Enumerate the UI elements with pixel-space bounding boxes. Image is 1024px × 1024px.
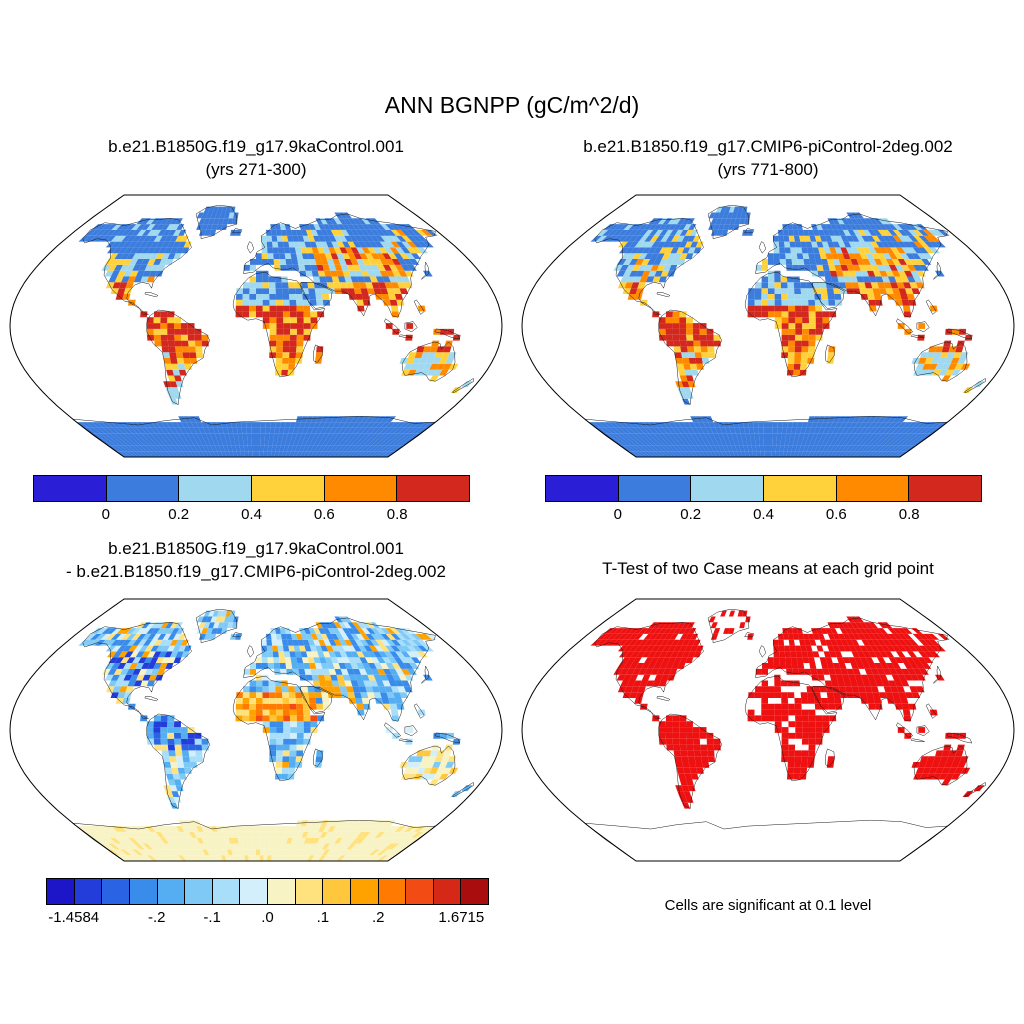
colorbar-box [268, 879, 296, 904]
colorbar-box [106, 476, 180, 501]
panel-title-bottom-right: T-Test of two Case means at each grid po… [512, 557, 1024, 580]
map-difference [9, 598, 503, 862]
case2-years: (yrs 771-800) [717, 160, 819, 179]
grid-cells-layer [590, 610, 985, 809]
colorbar-boxes [545, 475, 982, 502]
case1-years: (yrs 271-300) [205, 160, 307, 179]
colorbar-labels: -1.4584 -.2 -.1 .0 .1 .2 1.6715 [46, 909, 489, 929]
figure-title: ANN BGNPP (gC/m^2/d) [384, 92, 640, 118]
colorbar-tick-label: .0 [261, 909, 274, 926]
panel-title-top-left: b.e21.B1850G.f19_g17.9kaControl.001 (yrs… [0, 135, 512, 181]
projection-outline [9, 194, 503, 458]
colorbar-box [47, 879, 75, 904]
colorbar-labels: 0 0.2 0.4 0.6 0.8 [545, 506, 982, 526]
colorbar-tick-label: -.1 [203, 909, 221, 926]
colorbar-box [295, 879, 324, 904]
colorbar-box [157, 879, 186, 904]
colorbar-boxes [46, 878, 489, 905]
grid-cells-layer [76, 610, 473, 861]
colorbar-picontrol: 0 0.2 0.4 0.6 0.8 [545, 475, 982, 526]
diff-name-line2: - b.e21.B1850.f19_g17.CMIP6-piControl-2d… [66, 562, 446, 581]
colorbar-box [74, 879, 103, 904]
projection-outline [521, 194, 1015, 458]
colorbar-tick-label: 0 [613, 506, 622, 523]
colorbar-tick-label: 1.6715 [438, 909, 485, 926]
colorbar-box [618, 476, 692, 501]
projection-outline [521, 598, 1015, 862]
colorbar-box [691, 476, 765, 501]
colorbar-box [397, 476, 470, 501]
colorbar-box [350, 879, 379, 904]
case1-name: b.e21.B1850G.f19_g17.9kaControl.001 [108, 137, 404, 156]
colorbar-difference: -1.4584 -.2 -.1 .0 .1 .2 1.6715 [46, 878, 489, 929]
colorbar-tick-label: .1 [316, 909, 330, 926]
colorbar-box [378, 879, 407, 904]
colorbar-tick-label: 0 [101, 506, 110, 523]
colorbar-tick-label: 0.6 [313, 506, 335, 523]
map-9ka-control [9, 194, 503, 458]
colorbar-box [102, 879, 130, 904]
diff-name-line1: b.e21.B1850G.f19_g17.9kaControl.001 [108, 539, 404, 558]
colorbar-box [406, 879, 434, 904]
colorbar-tick-label: 0.2 [680, 506, 702, 523]
colorbar-boxes [33, 475, 470, 502]
colorbar-box [324, 476, 398, 501]
colorbar-tick-label: 0.2 [168, 506, 190, 523]
map-ttest [521, 598, 1015, 862]
colorbar-box [129, 879, 158, 904]
coastlines-layer [583, 204, 986, 458]
ttest-caption: Cells are significant at 0.1 level [664, 897, 872, 914]
ttest-title: T-Test of two Case means at each grid po… [602, 559, 934, 578]
colorbar-box [185, 879, 213, 904]
grid-cells-layer [588, 206, 985, 457]
panel-title-top-right: b.e21.B1850.f19_g17.CMIP6-piControl-2deg… [512, 135, 1024, 181]
grid-cells-layer [76, 206, 473, 457]
colorbar-box [212, 879, 241, 904]
projection-outline [9, 598, 503, 862]
colorbar-tick-label: -.2 [147, 909, 166, 926]
colorbar-box [546, 476, 619, 501]
colorbar-tick-label: 0.4 [241, 506, 262, 523]
colorbar-box [461, 879, 488, 904]
case2-name: b.e21.B1850.f19_g17.CMIP6-piControl-2deg… [583, 137, 953, 156]
colorbar-tick-label: .2 [371, 909, 385, 926]
colorbar-box [179, 476, 253, 501]
colorbar-tick-label: 0.6 [825, 506, 847, 523]
colorbar-box [34, 476, 107, 501]
colorbar-tick-label: 0.8 [898, 506, 920, 523]
colorbar-tick-label: 0.8 [386, 506, 408, 523]
colorbar-box [764, 476, 837, 501]
colorbar-tick-label: 0.4 [753, 506, 774, 523]
colorbar-box [433, 879, 462, 904]
colorbar-box [909, 476, 982, 501]
colorbar-labels: 0 0.2 0.4 0.6 0.8 [33, 506, 470, 526]
colorbar-box [323, 879, 351, 904]
panel-title-bottom-left: b.e21.B1850G.f19_g17.9kaControl.001 - b.… [0, 537, 512, 583]
colorbar-9ka: 0 0.2 0.4 0.6 0.8 [33, 475, 470, 526]
map-picontrol [521, 194, 1015, 458]
colorbar-box [240, 879, 268, 904]
colorbar-box [836, 476, 910, 501]
colorbar-tick-label: -1.4584 [48, 909, 100, 926]
colorbar-box [252, 476, 325, 501]
